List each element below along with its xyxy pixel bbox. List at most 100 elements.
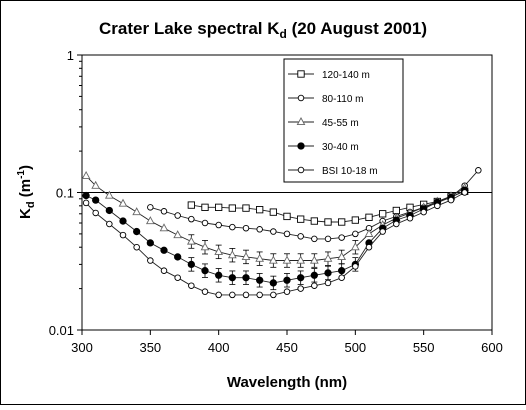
- data-point: [337, 251, 347, 260]
- y-tick-label: 0.01: [49, 323, 74, 338]
- data-point: [147, 204, 154, 211]
- data-point: [159, 223, 169, 232]
- data-point: [160, 267, 168, 274]
- data-point: [323, 253, 333, 262]
- data-point: [215, 221, 222, 229]
- data-point: [201, 288, 209, 295]
- data-point: [187, 260, 195, 269]
- ylabel-sub: d: [25, 201, 37, 208]
- data-point: [350, 242, 360, 251]
- data-point: [447, 196, 455, 204]
- data-point: [174, 253, 182, 261]
- data-point: [475, 167, 482, 174]
- data-point: [338, 274, 345, 281]
- data-point: [92, 196, 100, 204]
- data-point: [296, 117, 306, 126]
- legend-label: 30-40 m: [322, 142, 359, 153]
- data-point: [188, 215, 195, 223]
- data-point: [338, 234, 345, 241]
- ylabel-rest: (m: [17, 179, 34, 202]
- data-point: [104, 190, 114, 199]
- data-point: [242, 291, 250, 299]
- y-axis: 0.01 0.1 1: [49, 48, 82, 338]
- data-point: [324, 218, 332, 226]
- title-sub: d: [280, 27, 287, 41]
- data-point: [256, 206, 264, 214]
- data-point: [201, 219, 209, 227]
- data-point: [310, 271, 318, 279]
- data-point: [392, 206, 400, 215]
- data-point: [338, 267, 346, 275]
- data-point: [146, 239, 154, 247]
- data-point: [365, 213, 373, 221]
- title-main: Crater Lake spectral K: [99, 19, 280, 38]
- data-point: [283, 288, 291, 295]
- data-point: [393, 220, 400, 228]
- data-point: [227, 250, 237, 259]
- x-axis: 300 350 400 450 500 550 600: [71, 330, 503, 355]
- x-tick-label: 600: [481, 340, 503, 355]
- data-point: [133, 243, 140, 251]
- data-point: [297, 94, 305, 102]
- data-point: [297, 70, 305, 78]
- data-point: [311, 282, 318, 289]
- data-point: [406, 214, 414, 222]
- data-point: [229, 291, 236, 299]
- data-point: [241, 251, 251, 260]
- data-point: [105, 206, 113, 215]
- data-point: [256, 276, 264, 284]
- data-point: [270, 291, 277, 299]
- data-point: [420, 208, 427, 216]
- series-layer: [81, 167, 482, 299]
- data-point: [173, 230, 183, 239]
- legend-label: 80-110 m: [322, 94, 364, 105]
- data-point: [256, 226, 263, 233]
- data-point: [242, 224, 250, 232]
- data-point: [379, 210, 387, 218]
- data-point: [228, 204, 236, 212]
- data-point: [269, 279, 277, 287]
- data-point: [270, 228, 277, 235]
- data-point: [242, 274, 250, 282]
- data-point: [297, 215, 305, 223]
- data-point: [92, 209, 99, 217]
- data-point: [82, 199, 90, 207]
- data-point: [310, 217, 318, 225]
- data-point: [201, 203, 209, 211]
- ylabel-sup: -1: [16, 170, 27, 179]
- data-point: [324, 269, 332, 277]
- data-point: [283, 230, 291, 238]
- x-tick-label: 500: [344, 340, 366, 355]
- data-point: [160, 246, 168, 254]
- data-point: [379, 228, 386, 235]
- ylabel-close: ): [17, 165, 34, 170]
- data-point: [283, 276, 291, 284]
- data-point: [186, 236, 196, 245]
- legend: 120-140 m 80-110 m 45-55 m 30-40 m BSI 10-18…: [283, 58, 404, 183]
- data-point: [297, 142, 305, 150]
- data-point: [268, 255, 278, 264]
- x-tick-label: 300: [71, 340, 93, 355]
- legend-label: 120-140 m: [322, 70, 370, 81]
- data-point: [201, 267, 209, 275]
- data-point: [81, 170, 91, 179]
- data-point: [133, 227, 141, 236]
- data-point: [174, 274, 181, 281]
- legend-box: [283, 58, 404, 183]
- data-point: [229, 223, 236, 231]
- x-tick-label: 450: [276, 340, 298, 355]
- data-point: [297, 285, 304, 292]
- data-point: [365, 243, 373, 251]
- data-point: [434, 202, 441, 210]
- data-point: [324, 235, 332, 243]
- data-point: [119, 231, 127, 239]
- data-point: [91, 180, 101, 189]
- data-point: [145, 216, 155, 225]
- title-rest: (20 August 2001): [287, 19, 427, 38]
- y-axis-title: Kd (m-1): [16, 165, 37, 219]
- data-point: [132, 207, 142, 216]
- data-point: [119, 217, 127, 225]
- ylabel-main: K: [17, 208, 34, 219]
